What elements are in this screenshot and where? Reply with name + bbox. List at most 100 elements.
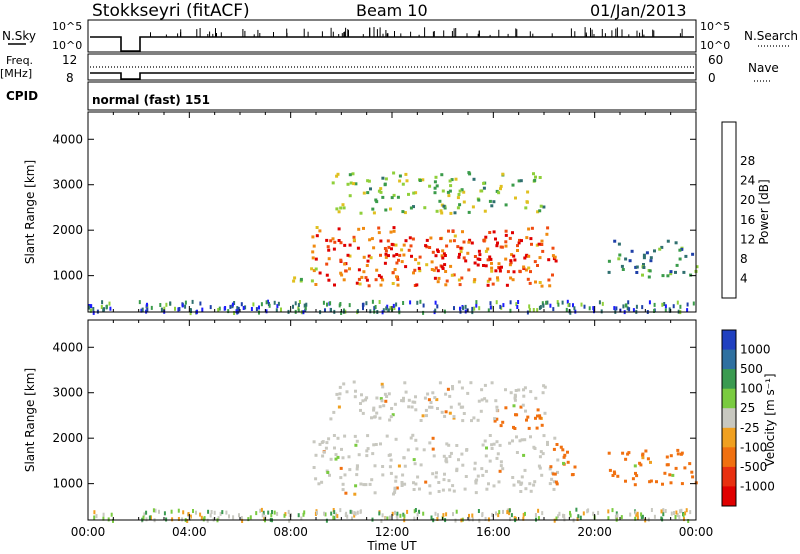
- scatter-cell: [101, 300, 104, 305]
- range-gate-cell: [357, 268, 361, 272]
- scatter-cell: [237, 306, 240, 311]
- range-gate-cell: [499, 464, 503, 468]
- range-gate-cell: [434, 254, 438, 258]
- range-gate-cell: [480, 467, 484, 471]
- range-gate-cell: [684, 254, 688, 258]
- range-gate-cell: [517, 241, 521, 245]
- range-gate-cell: [456, 206, 460, 210]
- scatter-cell: [541, 511, 544, 516]
- range-gate-cell: [377, 231, 381, 235]
- range-gate-cell: [562, 461, 565, 465]
- scatter-cell: [632, 308, 635, 313]
- range-gate-cell: [668, 473, 672, 477]
- range-gate-cell: [327, 278, 331, 282]
- range-gate-cell: [514, 196, 517, 200]
- scatter-cell: [575, 507, 578, 512]
- range-gate-cell: [490, 381, 494, 385]
- scatter-cell: [209, 305, 212, 310]
- scatter-cell: [333, 510, 336, 515]
- range-gate-cell: [671, 473, 675, 477]
- range-gate-cell: [412, 481, 415, 485]
- range-gate-cell: [485, 487, 489, 491]
- range-gate-cell: [540, 473, 544, 477]
- range-gate-cell: [649, 460, 652, 464]
- range-gate-cell: [452, 239, 456, 243]
- scatter-cell: [324, 512, 327, 517]
- range-gate-cell: [396, 283, 400, 287]
- range-gate-cell: [458, 189, 462, 193]
- range-gate-cell: [327, 248, 331, 252]
- range-gate-cell: [512, 404, 516, 408]
- x-tick-label: 12:00: [375, 525, 410, 539]
- scatter-cell: [580, 302, 583, 307]
- range-gate-cell: [634, 265, 638, 269]
- range-gate-cell: [456, 196, 460, 200]
- range-gate-cell: [534, 416, 537, 420]
- scatter-cell: [262, 510, 265, 515]
- range-gate-cell: [501, 467, 505, 471]
- range-gate-cell: [641, 456, 645, 460]
- range-gate-cell: [466, 391, 470, 395]
- range-gate-cell: [292, 279, 296, 283]
- scatter-cell: [322, 300, 325, 305]
- range-gate-cell: [653, 249, 656, 253]
- range-gate-cell: [509, 259, 513, 263]
- range-gate-cell: [533, 178, 537, 182]
- range-gate-cell: [436, 269, 440, 273]
- range-gate-cell: [336, 455, 340, 459]
- range-gate-cell: [336, 436, 340, 440]
- scatter-cell: [601, 301, 604, 306]
- scatter-cell: [506, 510, 509, 515]
- range-gate-cell: [411, 237, 415, 241]
- range-gate-cell: [411, 400, 415, 404]
- scatter-cell: [422, 511, 425, 516]
- range-gate-cell: [366, 179, 370, 183]
- range-gate-cell: [519, 490, 523, 493]
- scatter-cell: [386, 516, 389, 521]
- range-gate-cell: [379, 397, 383, 401]
- range-gate-cell: [455, 467, 459, 471]
- scatter-cell: [660, 509, 663, 514]
- scatter-cell: [592, 511, 595, 516]
- scatter-cell: [484, 516, 487, 521]
- range-gate-cell: [451, 385, 454, 388]
- range-gate-cell: [674, 241, 678, 245]
- range-gate-cell: [498, 266, 502, 270]
- scatter-cell: [385, 306, 388, 311]
- scatter-cell: [241, 519, 244, 523]
- range-gate-cell: [523, 468, 527, 472]
- range-gate-cell: [331, 237, 335, 241]
- range-gate-cell: [553, 472, 557, 476]
- colorbar-tick-label: 100: [740, 382, 763, 396]
- range-gate-cell: [518, 270, 522, 274]
- scatter-cell: [453, 306, 455, 311]
- range-gate-cell: [504, 203, 508, 207]
- range-gate-cell: [453, 234, 457, 238]
- range-gate-cell: [380, 399, 384, 403]
- range-gate-cell: [552, 447, 556, 451]
- range-gate-cell: [509, 261, 513, 265]
- range-gate-cell: [516, 249, 519, 252]
- range-gate-cell: [476, 474, 480, 478]
- range-gate-cell: [441, 189, 445, 193]
- range-gate-cell: [508, 236, 512, 240]
- range-gate-cell: [360, 393, 363, 397]
- range-gate-cell: [612, 470, 616, 474]
- scatter-cell: [576, 517, 579, 521]
- range-gate-cell: [613, 472, 617, 476]
- range-gate-cell: [367, 254, 371, 258]
- range-gate-cell: [394, 475, 398, 479]
- range-gate-cell: [418, 179, 422, 182]
- scatter-cell: [593, 309, 595, 314]
- range-gate-cell: [463, 487, 467, 491]
- range-gate-cell: [395, 261, 399, 265]
- range-gate-cell: [442, 478, 446, 482]
- range-gate-cell: [666, 239, 670, 243]
- range-gate-cell: [359, 402, 362, 405]
- colorbar-tick-label: -100: [740, 440, 767, 454]
- range-gate-cell: [648, 269, 652, 273]
- scatter-cell: [252, 302, 255, 307]
- nsky-label: N.Sky: [2, 29, 36, 43]
- range-gate-cell: [488, 459, 492, 463]
- range-gate-cell: [437, 481, 441, 484]
